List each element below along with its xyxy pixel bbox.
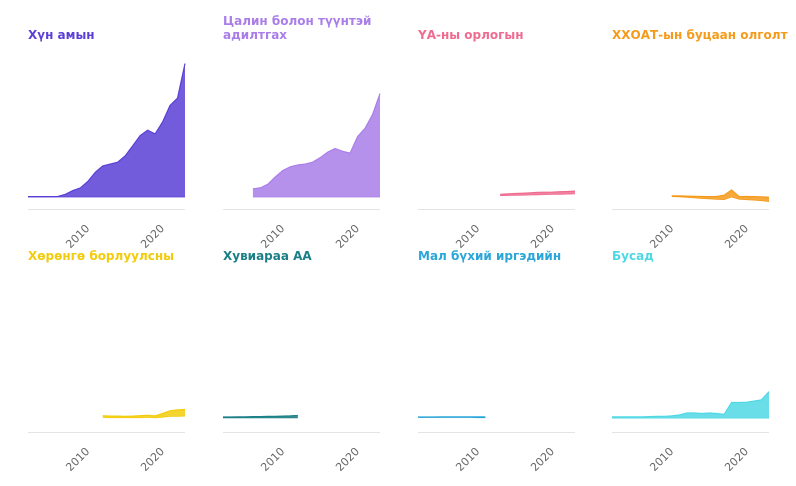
area-band-8 <box>612 391 769 419</box>
panel-8: 2010 2020 <box>612 391 770 474</box>
area-upper-line-3 <box>500 190 576 195</box>
x-tick-label-2-2010: 2010 <box>258 222 287 251</box>
panel-title-7: Мал бүхий иргэдийн <box>418 249 562 263</box>
area-lower-line-3 <box>500 193 576 197</box>
x-tick-label-6-2020: 2020 <box>333 445 362 474</box>
panel-title-1: Хүн амын <box>28 28 95 42</box>
x-tick-label-3-2020: 2020 <box>528 222 557 251</box>
area-upper-line-1 <box>28 63 186 198</box>
x-tick-label-4-2010: 2010 <box>647 222 676 251</box>
panel-title-6: Хувиараа АА <box>223 249 312 263</box>
x-tick-label-1-2010: 2010 <box>63 222 92 251</box>
panel-1: 2010 2020 <box>28 63 186 251</box>
area-lower-line-4 <box>671 196 770 202</box>
area-upper-line-8 <box>612 391 770 418</box>
area-upper-line-4 <box>671 189 770 198</box>
x-tick-label-7-2010: 2010 <box>453 445 482 474</box>
x-tick-label-5-2010: 2010 <box>63 445 92 474</box>
area-band-5 <box>102 409 185 418</box>
area-upper-line-6 <box>223 414 298 418</box>
panel-3: 2010 2020 <box>418 190 576 251</box>
x-tick-label-7-2020: 2020 <box>528 445 557 474</box>
area-lower-line-5 <box>102 415 186 419</box>
x-tick-label-4-2020: 2020 <box>722 222 751 251</box>
panel-title-3: ҮА-ны орлогын <box>418 28 524 42</box>
panel-title-8: Бусад <box>612 249 654 263</box>
panel-5: 2010 2020 <box>28 408 186 474</box>
x-tick-label-6-2010: 2010 <box>258 445 287 474</box>
panel-7: 2010 2020 <box>418 416 575 474</box>
area-upper-line-5 <box>102 408 186 417</box>
panel-title-2: Цалин болон түүнтэй адилтгах <box>223 14 372 42</box>
area-band-2 <box>252 93 380 197</box>
panel-title-4: ХХОАТ-ын буцаан олголт <box>612 28 788 42</box>
x-tick-label-1-2020: 2020 <box>138 222 167 251</box>
x-tick-label-5-2020: 2020 <box>138 445 167 474</box>
panel-title-5: Хөрөнгө борлуулсны <box>28 249 175 263</box>
x-tick-label-8-2010: 2010 <box>647 445 676 474</box>
panel-6: 2010 2020 <box>223 414 380 474</box>
panel-2: 2010 2020 <box>223 93 381 251</box>
panel-4: 2010 2020 <box>612 189 770 251</box>
area-band-4 <box>671 190 769 202</box>
area-upper-line-2 <box>252 93 381 190</box>
x-tick-label-8-2020: 2020 <box>722 445 751 474</box>
x-tick-label-3-2010: 2010 <box>453 222 482 251</box>
x-tick-label-2-2020: 2020 <box>333 222 362 251</box>
area-band-1 <box>28 63 185 197</box>
